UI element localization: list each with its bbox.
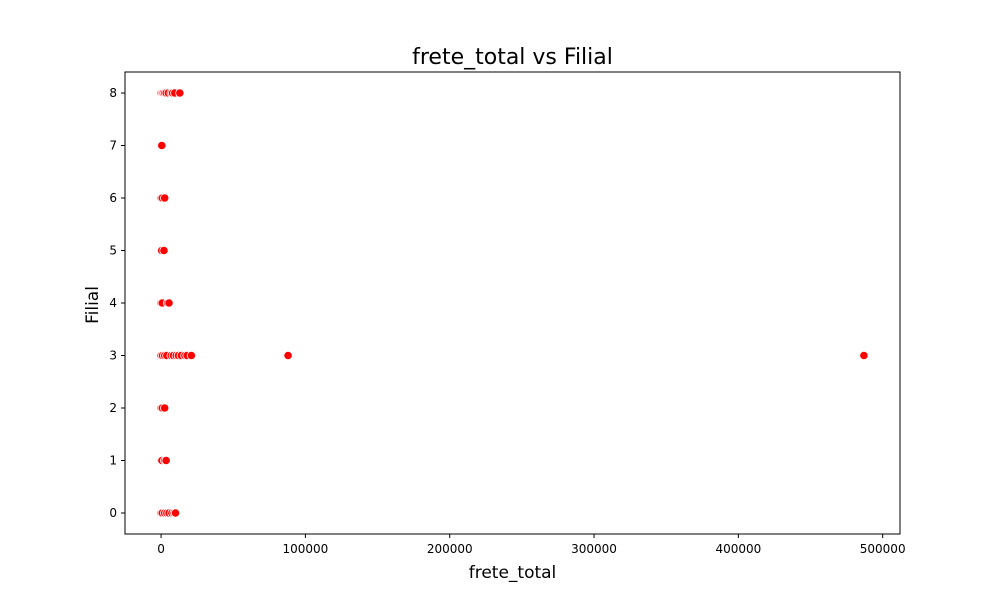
y-tick-label: 5 — [109, 244, 117, 258]
x-axis-label: frete_total — [469, 563, 557, 583]
x-tick-label: 400000 — [715, 542, 761, 556]
scatter-point — [157, 140, 167, 151]
scatter-points — [156, 88, 869, 518]
x-tick-label: 500000 — [860, 542, 906, 556]
scatter-point — [159, 245, 169, 256]
scatter-point — [164, 298, 174, 308]
y-tick-label: 2 — [109, 401, 117, 415]
plot-area-frame — [124, 71, 901, 535]
y-tick-label: 4 — [109, 296, 117, 310]
scatter-point — [161, 455, 171, 466]
y-tick-label: 6 — [109, 191, 117, 205]
y-axis-label: Filial — [83, 286, 103, 324]
y-tick-label: 0 — [109, 506, 117, 520]
axis-ticks: 0 100000 200000 300000 400000 500000 0 1 2 3 4 5 6 7 8 — [109, 86, 905, 556]
y-tick-label: 3 — [109, 349, 117, 363]
x-tick-label: 300000 — [571, 542, 617, 556]
scatter-point — [175, 88, 185, 98]
scatter-point — [186, 350, 196, 361]
scatter-point — [859, 350, 869, 361]
x-tick-label: 0 — [157, 542, 165, 556]
y-tick-label: 7 — [109, 139, 117, 153]
chart-title: frete_total vs Filial — [412, 45, 613, 70]
x-tick-label: 100000 — [282, 542, 328, 556]
y-tick-label: 1 — [109, 454, 117, 468]
scatter-point — [170, 508, 181, 518]
scatter-point — [283, 350, 293, 361]
y-tick-label: 8 — [109, 86, 117, 100]
scatter-point — [160, 403, 170, 413]
scatter-point — [160, 193, 170, 203]
x-tick-label: 200000 — [427, 542, 473, 556]
